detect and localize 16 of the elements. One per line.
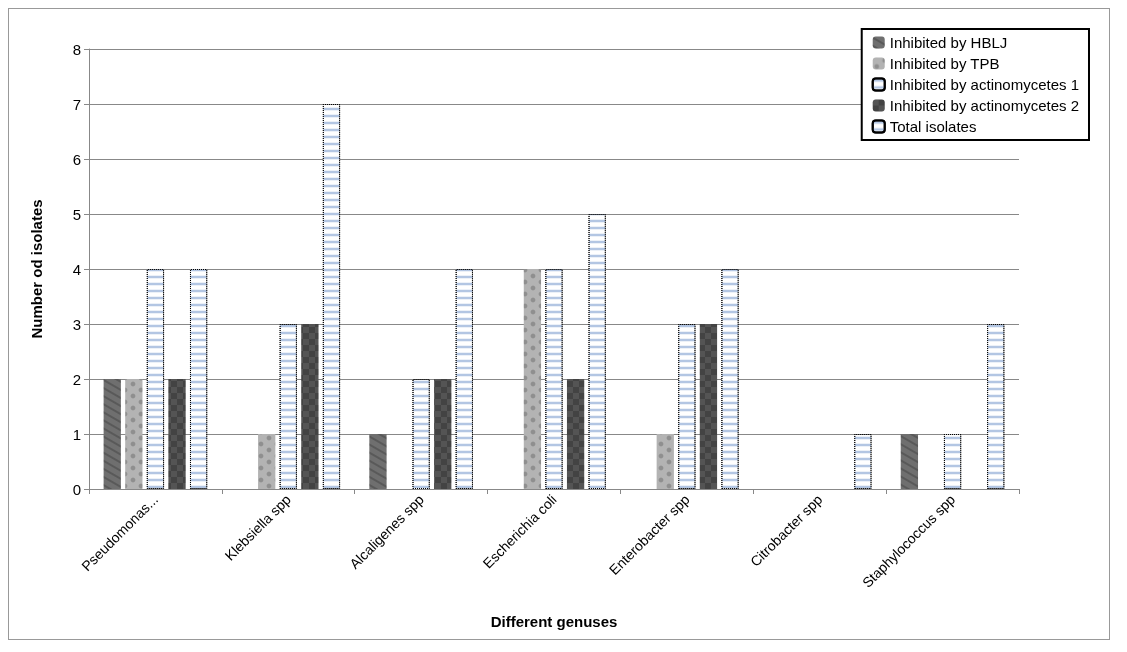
y-tick-label: 3 [72, 315, 81, 333]
y-tick-label: 2 [72, 370, 81, 388]
y-tick-label: 0 [72, 480, 81, 498]
legend-label: Total isolates [889, 118, 977, 135]
y-tick-label: 5 [72, 205, 81, 223]
y-tick-label: 8 [72, 40, 81, 58]
y-tick-label: 7 [72, 95, 81, 113]
y-tick-label: 4 [72, 260, 81, 278]
legend-label: Inhibited by HBLJ [889, 34, 1008, 51]
legend-label: Inhibited by actinomycetes 1 [889, 76, 1080, 93]
y-tick-label: 6 [72, 150, 81, 168]
x-axis-title: Different genuses [490, 613, 618, 630]
y-axis-title: Number od isolates [28, 199, 45, 339]
legend-label: Inhibited by actinomycetes 2 [889, 97, 1080, 114]
y-tick-label: 1 [72, 425, 81, 443]
legend-label: Inhibited by TPB [889, 55, 1000, 72]
